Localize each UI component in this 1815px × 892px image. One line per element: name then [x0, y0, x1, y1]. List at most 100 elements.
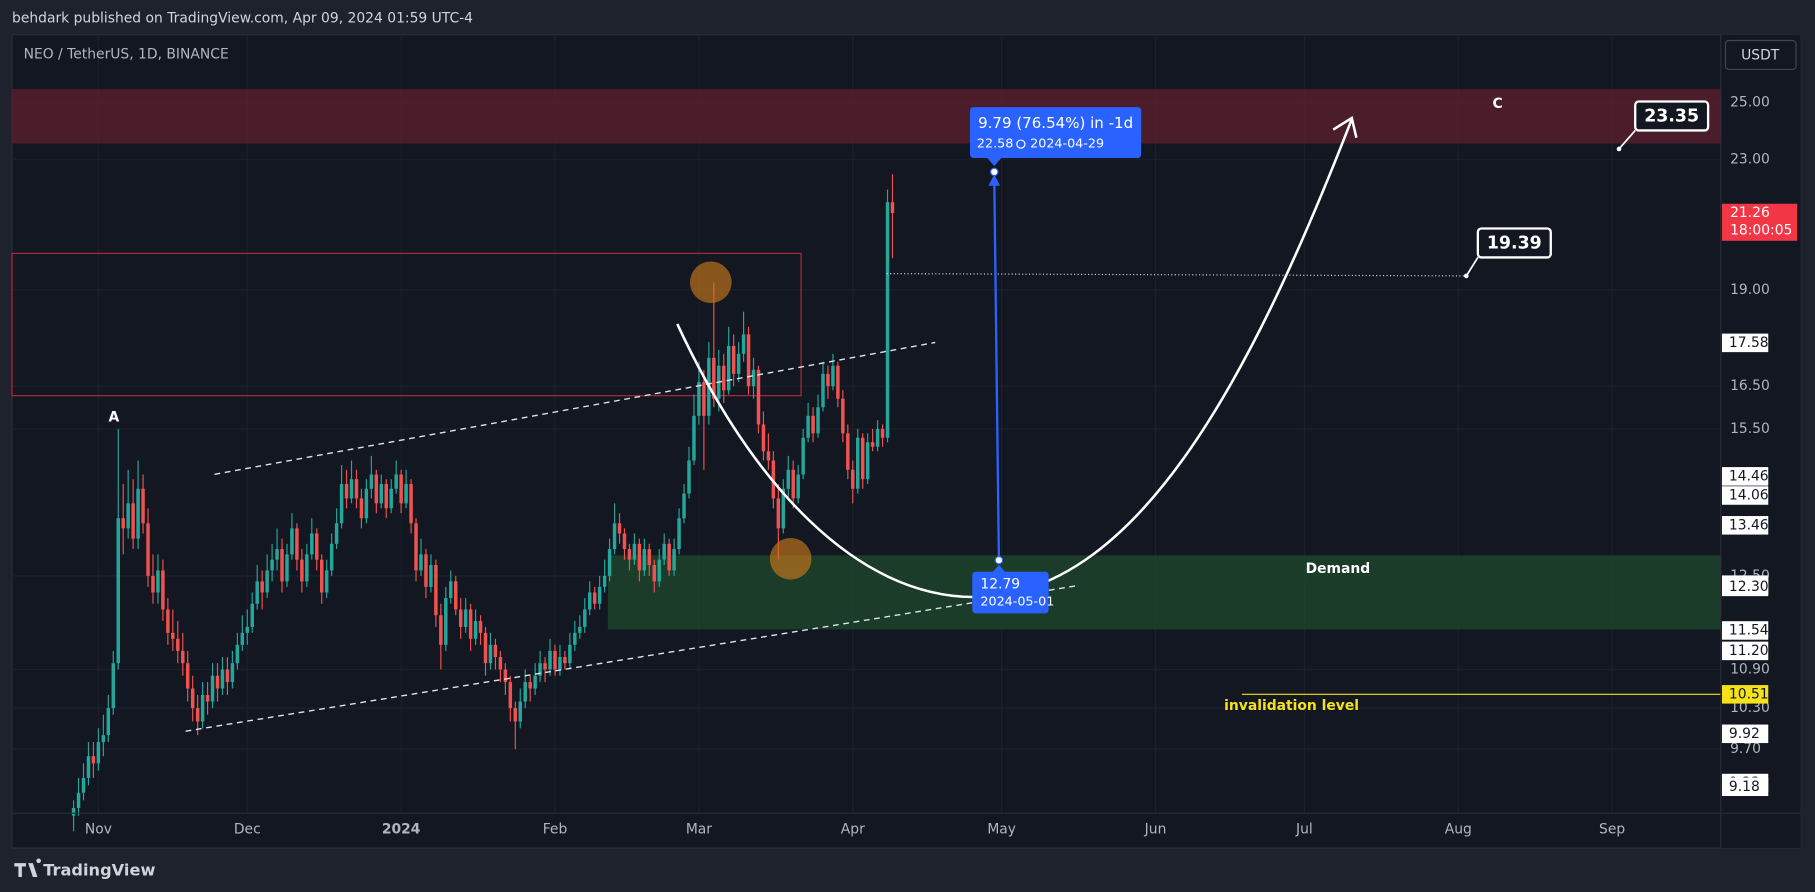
currency[interactable]: USDT: [1741, 48, 1780, 64]
x-tick-label: Jul: [1295, 822, 1313, 838]
candles: [71, 174, 895, 832]
price-badge-label: 11.54: [1729, 622, 1769, 638]
candle-body: [488, 644, 493, 664]
candle-body: [468, 609, 473, 639]
price-badge-label: 17.58: [1729, 335, 1769, 351]
candle-body: [354, 479, 359, 499]
wave-label: C: [1492, 96, 1502, 112]
candle-body: [359, 498, 364, 519]
y-tick-label: 16.50: [1730, 378, 1770, 394]
price-badge: [1721, 486, 1769, 505]
x-tick-label: May: [987, 822, 1016, 838]
callout-box: [1634, 100, 1710, 132]
candle-body: [885, 202, 890, 438]
candle-body: [329, 543, 334, 571]
measure-arrow: [993, 178, 1001, 561]
y-tick-label: 19.00: [1730, 282, 1770, 298]
candle-body: [741, 334, 746, 354]
candle-body: [632, 543, 637, 560]
channel-upper: [214, 341, 936, 476]
candle-body: [449, 581, 453, 599]
candle-body: [856, 437, 860, 489]
channel-lower: [185, 584, 1079, 732]
candle-body: [751, 369, 756, 387]
candle-body: [399, 474, 403, 504]
candle-body: [722, 365, 726, 391]
candle-body: [657, 559, 661, 582]
candle-body: [151, 575, 155, 593]
candle-body: [836, 365, 840, 399]
price-badge-label: 14.06: [1729, 488, 1769, 504]
candle-body: [493, 644, 498, 658]
candle-body: [731, 345, 736, 374]
price-badge: [1721, 724, 1769, 744]
price-axis: [1720, 34, 1801, 849]
candle-body: [702, 382, 706, 416]
wave-label: A: [108, 410, 119, 426]
candle-body: [71, 807, 76, 816]
candle-body: [235, 644, 240, 664]
candle-body: [851, 469, 855, 489]
candle-body: [781, 488, 786, 529]
candle-body: [141, 488, 145, 524]
measure-start-date: 2024-05-01: [980, 593, 1054, 608]
candle-body: [791, 469, 795, 499]
candle-body: [607, 549, 612, 576]
candle-body: [404, 483, 408, 504]
x-tick-label: Nov: [85, 822, 112, 838]
candle-body: [478, 621, 483, 633]
measure-point: [994, 555, 1004, 565]
candle-body: [672, 549, 676, 571]
candle-body: [627, 549, 632, 560]
candle-body: [806, 415, 810, 438]
x-tick-label: Apr: [841, 822, 865, 838]
candle-body: [439, 615, 443, 645]
candle-body: [166, 609, 170, 633]
callout-leader: [1618, 129, 1636, 150]
measure-point: [989, 167, 999, 177]
x-tick-label: Jun: [1144, 822, 1167, 838]
chart-area: [11, 34, 1802, 849]
price-badge: [1721, 685, 1769, 704]
candle-body: [181, 650, 185, 664]
candle-body: [364, 488, 369, 519]
candle-body: [414, 523, 418, 571]
candle-body: [185, 663, 190, 689]
highlight-circle: [769, 537, 812, 580]
x-tick-label: Feb: [543, 822, 568, 838]
measure-box: [972, 571, 1049, 614]
candle-body: [146, 523, 150, 576]
callout-box: [1476, 227, 1552, 259]
candle-body: [771, 460, 776, 499]
y-tick-label: 15.50: [1730, 421, 1770, 437]
callout-label: 19.39: [1487, 234, 1542, 254]
y-tick-label: 10.90: [1730, 661, 1770, 677]
currency-button[interactable]: [1724, 39, 1797, 70]
candle-body: [821, 373, 825, 408]
candle-body: [592, 592, 597, 604]
candle-body: [573, 632, 577, 645]
candle-body: [305, 554, 309, 582]
range-box: [11, 252, 802, 397]
candle-body: [796, 474, 800, 499]
price-badge-label: 9.92: [1729, 726, 1760, 742]
candle-body: [458, 609, 463, 627]
x-tick-label: Dec: [234, 822, 261, 838]
candle-body: [508, 682, 513, 709]
candle-body: [677, 518, 681, 550]
candle-body: [379, 483, 384, 504]
x-tick-label: 2024: [382, 822, 421, 838]
candle-body: [761, 424, 766, 452]
candle-body: [463, 609, 468, 627]
candle-body: [528, 682, 532, 689]
candle-body: [230, 663, 235, 683]
price-badge: [1721, 621, 1769, 640]
highlight-circle: [689, 261, 732, 304]
candle-body: [543, 663, 547, 670]
measure-box-pointer: [987, 157, 1002, 167]
candle-body: [131, 503, 135, 539]
measure-box: [969, 107, 1142, 158]
candle-body: [880, 428, 885, 438]
candle-body: [483, 632, 488, 664]
